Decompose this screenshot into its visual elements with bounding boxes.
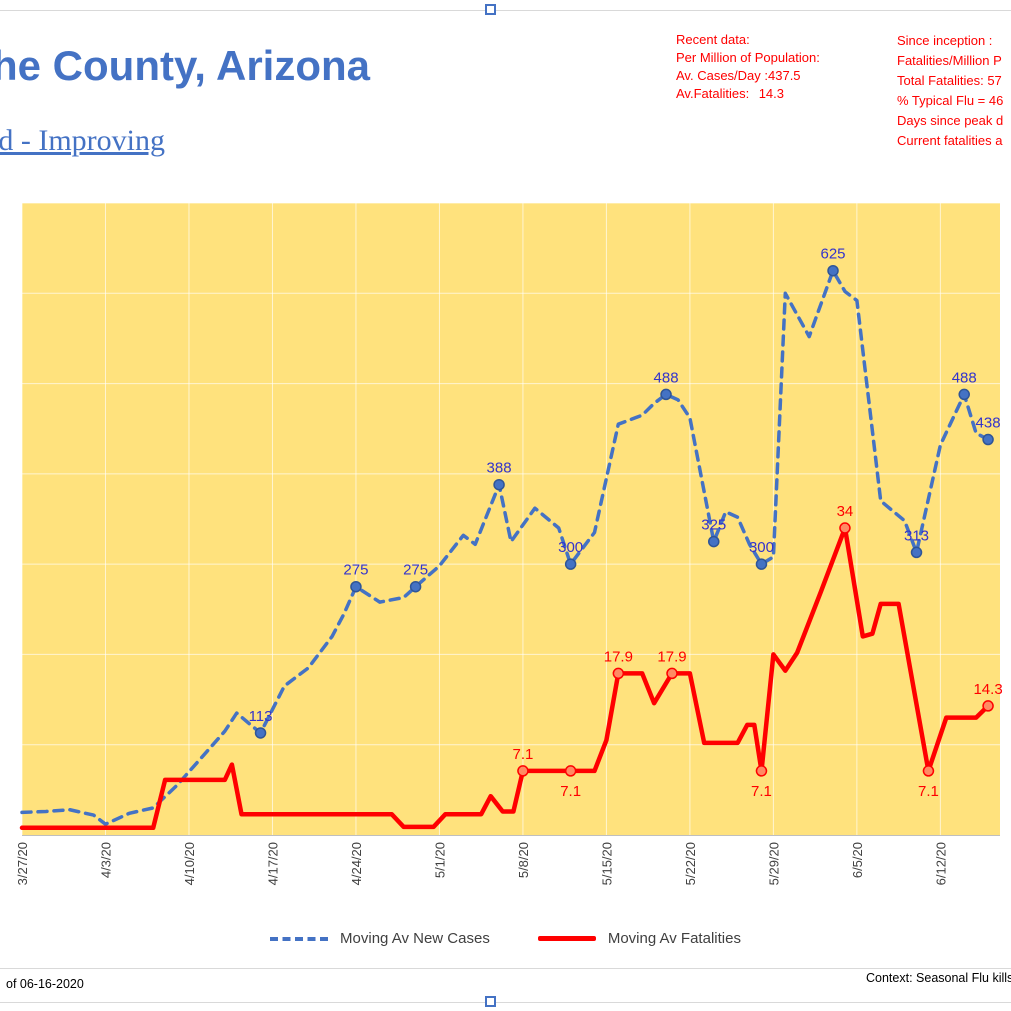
- svg-text:7.1: 7.1: [560, 783, 581, 800]
- selection-handle-bottom[interactable]: [485, 996, 496, 1007]
- svg-text:17.9: 17.9: [657, 648, 686, 665]
- svg-text:5/29/20: 5/29/20: [766, 842, 781, 885]
- svg-text:275: 275: [343, 562, 368, 579]
- legend-fatalities-label: Moving Av Fatalities: [607, 930, 741, 947]
- inception-line-5: Days since peak d: [897, 113, 1004, 128]
- recent-data-subtitle: Per Million of Population:: [676, 50, 820, 65]
- page-subtitle: ld - Improving: [0, 124, 165, 157]
- svg-text:4/17/20: 4/17/20: [265, 842, 280, 885]
- chart-frame-bottom-line: [0, 1002, 1011, 1003]
- svg-text:3/27/20: 3/27/20: [15, 842, 30, 885]
- svg-text:625: 625: [821, 246, 846, 263]
- svg-text:5/8/20: 5/8/20: [516, 842, 531, 878]
- svg-text:488: 488: [654, 369, 679, 386]
- solid-line-sample-icon: [537, 936, 596, 941]
- svg-text:488: 488: [952, 369, 977, 386]
- inception-line-6: Current fatalities a: [897, 133, 1003, 148]
- stat-av-cases-label: Av. Cases/Day :: [676, 68, 768, 83]
- svg-text:275: 275: [403, 562, 428, 579]
- svg-text:4/10/20: 4/10/20: [182, 842, 197, 885]
- svg-text:5/15/20: 5/15/20: [599, 842, 614, 885]
- svg-text:6/5/20: 6/5/20: [850, 842, 865, 878]
- svg-text:17.9: 17.9: [604, 648, 633, 665]
- legend-item-new-cases[interactable]: Moving Av New Cases: [270, 930, 490, 947]
- svg-text:7.1: 7.1: [512, 746, 533, 763]
- svg-text:438: 438: [976, 415, 1001, 432]
- svg-text:5/22/20: 5/22/20: [683, 842, 698, 885]
- svg-text:4/3/20: 4/3/20: [98, 842, 113, 878]
- page-title: he County, Arizona: [0, 42, 370, 89]
- svg-text:300: 300: [558, 539, 583, 556]
- inception-line-1: Since inception :: [897, 33, 993, 48]
- context-note-label: Context: Seasonal Flu kills: [866, 971, 1011, 985]
- as-of-date-label: of 06-16-2020: [6, 977, 84, 991]
- svg-text:313: 313: [904, 527, 929, 544]
- inception-line-4: % Typical Flu = 46: [897, 93, 1004, 108]
- selection-handle-top[interactable]: [485, 4, 496, 15]
- svg-text:6/12/20: 6/12/20: [933, 842, 948, 885]
- svg-text:325: 325: [701, 517, 726, 534]
- svg-text:7.1: 7.1: [751, 783, 772, 800]
- svg-text:113: 113: [249, 708, 273, 725]
- recent-data-title: Recent data:: [676, 32, 750, 47]
- chart-frame-divider-line: [0, 968, 1011, 969]
- svg-text:34: 34: [837, 503, 854, 520]
- inception-line-2: Fatalities/Million P: [897, 53, 1002, 68]
- svg-text:388: 388: [487, 460, 512, 477]
- stat-av-fatalities-label: Av.Fatalities:: [676, 86, 750, 101]
- chart-legend: Moving Av New Cases Moving Av Fatalities: [0, 930, 1011, 947]
- svg-text:7.1: 7.1: [918, 783, 939, 800]
- chart-frame-top-line: [0, 10, 1011, 11]
- legend-new-cases-label: Moving Av New Cases: [340, 930, 490, 947]
- stat-av-cases-per-day: Av. Cases/Day : 437.5: [676, 67, 801, 85]
- legend-item-fatalities[interactable]: Moving Av Fatalities: [537, 930, 741, 947]
- svg-text:4/24/20: 4/24/20: [349, 842, 364, 885]
- stat-av-cases-value: 437.5: [768, 68, 801, 83]
- stat-av-fatalities: Av.Fatalities: 14.3: [676, 85, 784, 103]
- since-inception-panel: Since inception : Fatalities/Million P T…: [897, 31, 1003, 151]
- svg-text:5/1/20: 5/1/20: [432, 842, 447, 878]
- svg-text:300: 300: [749, 539, 774, 556]
- dashed-line-sample-icon: [270, 936, 329, 941]
- svg-text:14.3: 14.3: [973, 681, 1002, 698]
- recent-data-panel: Recent data: Per Million of Population: …: [676, 31, 820, 103]
- inception-line-3: Total Fatalities: 57: [897, 73, 1002, 88]
- stat-av-fatalities-value: 14.3: [758, 86, 784, 101]
